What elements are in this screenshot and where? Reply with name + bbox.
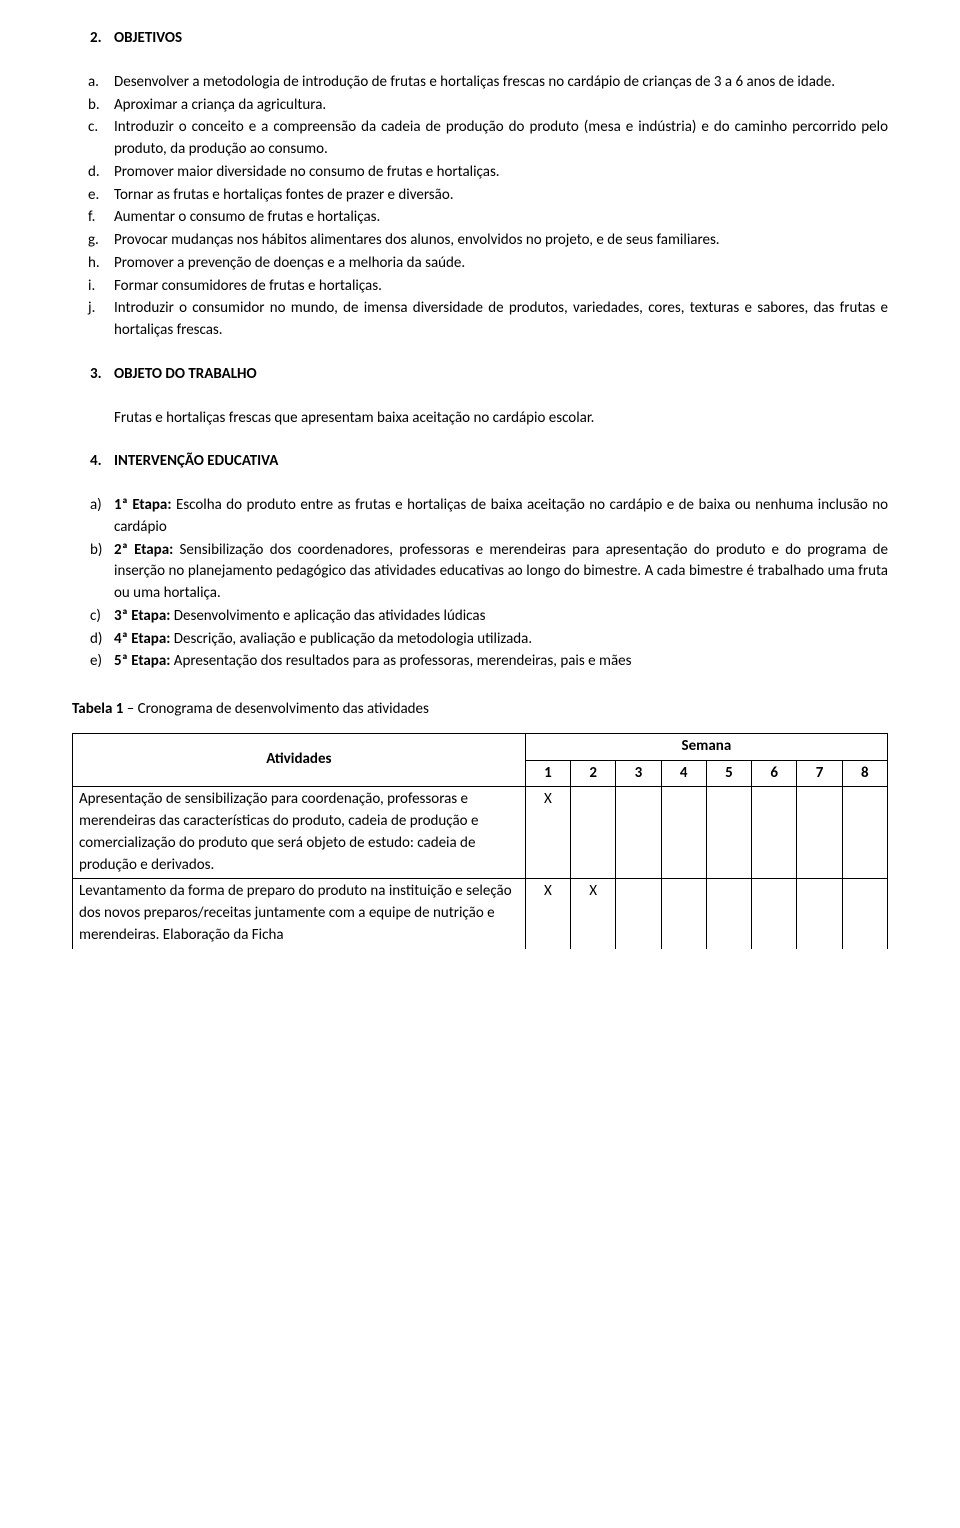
section-2-num: 2. [90, 28, 102, 50]
objetivo-item: h.Promover a prevenção de doenças e a me… [114, 253, 888, 275]
item-marker: f. [88, 207, 110, 229]
item-marker: e) [90, 651, 102, 673]
etapa-label: 2ª Etapa: [114, 541, 173, 559]
cell-week [842, 879, 887, 949]
th-week: 4 [661, 760, 706, 787]
etapas-list: a) 1ª Etapa: Escolha do produto entre as… [72, 495, 888, 673]
item-text: Provocar mudanças nos hábitos alimentare… [114, 231, 720, 249]
etapa-label: 5ª Etapa: [114, 652, 170, 670]
etapa-item: c) 3ª Etapa: Desenvolvimento e aplicação… [96, 606, 888, 628]
th-week: 6 [752, 760, 797, 787]
section-4-title: INTERVENÇÃO EDUCATIVA [114, 452, 278, 470]
etapa-item: a) 1ª Etapa: Escolha do produto entre as… [96, 495, 888, 539]
objetivo-item: e.Tornar as frutas e hortaliças fontes d… [114, 185, 888, 207]
cell-week [797, 879, 842, 949]
th-week: 7 [797, 760, 842, 787]
item-marker: d) [90, 629, 102, 651]
th-atividades: Atividades [73, 733, 526, 787]
cell-week [616, 787, 661, 879]
cell-week [706, 879, 751, 949]
item-marker: h. [88, 253, 110, 275]
item-marker: c. [88, 117, 110, 139]
th-week: 1 [525, 760, 570, 787]
section-2-title: OBJETIVOS [114, 29, 182, 47]
section-4-num: 4. [90, 451, 102, 473]
table-row: Apresentação de sensibilização para coor… [73, 787, 888, 879]
section-3-heading: 3. OBJETO DO TRABALHO [72, 364, 888, 386]
th-semana: Semana [525, 733, 887, 760]
etapa-text: Escolha do produto entre as frutas e hor… [114, 496, 888, 536]
cell-activity: Apresentação de sensibilização para coor… [73, 787, 526, 879]
cell-week [752, 879, 797, 949]
objetivo-item: d.Promover maior diversidade no consumo … [114, 162, 888, 184]
section-2-heading: 2. OBJETIVOS [72, 28, 888, 50]
item-text: Aumentar o consumo de frutas e hortaliça… [114, 208, 380, 226]
item-marker: j. [88, 298, 110, 320]
item-marker: a) [90, 495, 102, 517]
objetivo-item: b.Aproximar a criança da agricultura. [114, 95, 888, 117]
cell-activity: Levantamento da forma de preparo do prod… [73, 879, 526, 949]
item-marker: a. [88, 72, 110, 94]
cell-week [616, 879, 661, 949]
objetivos-list: a.Desenvolver a metodologia de introduçã… [72, 72, 888, 342]
cell-week [706, 787, 751, 879]
etapa-item: d) 4ª Etapa: Descrição, avaliação e publ… [96, 629, 888, 651]
section-4-heading: 4. INTERVENÇÃO EDUCATIVA [72, 451, 888, 473]
th-week: 3 [616, 760, 661, 787]
item-marker: b) [90, 540, 102, 562]
cell-week [571, 787, 616, 879]
etapa-item: b) 2ª Etapa: Sensibilização dos coordena… [96, 540, 888, 605]
item-text: Tornar as frutas e hortaliças fontes de … [114, 186, 454, 204]
objetivo-item: g.Provocar mudanças nos hábitos alimenta… [114, 230, 888, 252]
etapa-label: 4ª Etapa: [114, 630, 170, 648]
objetivo-item: j.Introduzir o consumidor no mundo, de i… [114, 298, 888, 342]
item-marker: d. [88, 162, 110, 184]
item-text: Promover maior diversidade no consumo de… [114, 163, 500, 181]
table-caption: Tabela 1 – Cronograma de desenvolvimento… [72, 699, 888, 721]
item-text: Introduzir o conceito e a compreensão da… [114, 118, 888, 158]
table-row: Levantamento da forma de preparo do prod… [73, 879, 888, 949]
item-text: Introduzir o consumidor no mundo, de ime… [114, 299, 888, 339]
section-3-num: 3. [90, 364, 102, 386]
th-week: 8 [842, 760, 887, 787]
item-marker: i. [88, 276, 110, 298]
cell-week: X [525, 879, 570, 949]
cell-week: X [525, 787, 570, 879]
item-marker: g. [88, 230, 110, 252]
etapa-text: Apresentação dos resultados para as prof… [170, 652, 631, 670]
objetivo-item: a.Desenvolver a metodologia de introduçã… [114, 72, 888, 94]
cell-week [661, 879, 706, 949]
etapa-label: 1ª Etapa: [114, 496, 171, 514]
cronograma-table: Atividades Semana 1 2 3 4 5 6 7 8 Aprese… [72, 733, 888, 949]
cell-week: X [571, 879, 616, 949]
item-marker: b. [88, 95, 110, 117]
item-text: Desenvolver a metodologia de introdução … [114, 73, 835, 91]
etapa-label: 3ª Etapa: [114, 607, 170, 625]
section-3-title: OBJETO DO TRABALHO [114, 365, 257, 383]
etapa-item: e) 5ª Etapa: Apresentação dos resultados… [96, 651, 888, 673]
item-text: Aproximar a criança da agricultura. [114, 96, 326, 114]
etapa-text: Desenvolvimento e aplicação das atividad… [170, 607, 485, 625]
cell-week [842, 787, 887, 879]
cell-week [797, 787, 842, 879]
table-caption-rest: – Cronograma de desenvolvimento das ativ… [123, 700, 429, 718]
item-marker: e. [88, 185, 110, 207]
th-week: 5 [706, 760, 751, 787]
objetivo-item: c.Introduzir o conceito e a compreensão … [114, 117, 888, 161]
th-week: 2 [571, 760, 616, 787]
section-3-paragraph: Frutas e hortaliças frescas que apresent… [72, 408, 888, 430]
item-text: Formar consumidores de frutas e hortaliç… [114, 277, 382, 295]
item-text: Promover a prevenção de doenças e a melh… [114, 254, 465, 272]
objetivo-item: i.Formar consumidores de frutas e hortal… [114, 276, 888, 298]
etapa-text: Descrição, avaliação e publicação da met… [170, 630, 532, 648]
cell-week [661, 787, 706, 879]
objetivo-item: f.Aumentar o consumo de frutas e hortali… [114, 207, 888, 229]
item-marker: c) [90, 606, 101, 628]
table-caption-bold: Tabela 1 [72, 700, 123, 718]
etapa-text: Sensibilização dos coordenadores, profes… [114, 541, 888, 603]
cell-week [752, 787, 797, 879]
